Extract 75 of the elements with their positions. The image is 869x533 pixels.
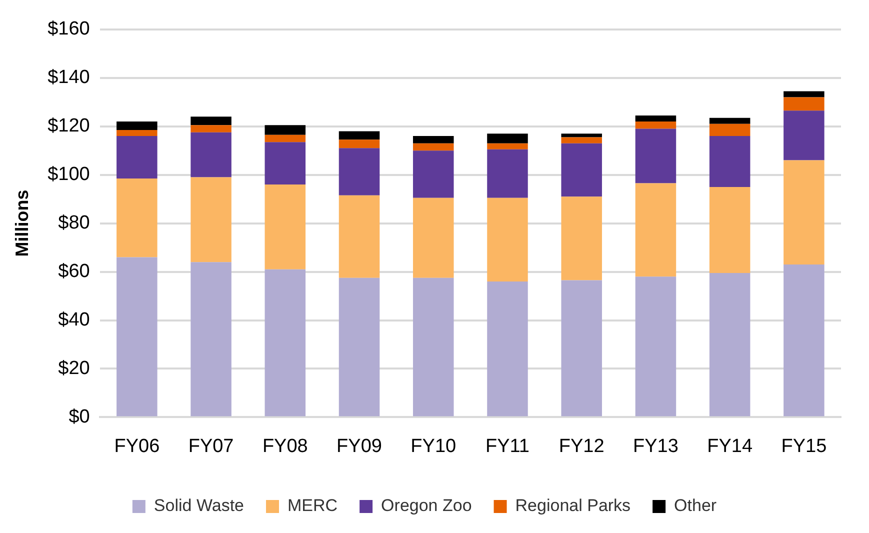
- y-tick-label: $100: [48, 164, 90, 186]
- bar: [338, 195, 380, 278]
- bar: [784, 110, 824, 160]
- bar: [190, 116, 232, 126]
- y-tick-label: $80: [58, 212, 90, 234]
- bar: [264, 269, 306, 416]
- bar: [264, 142, 306, 185]
- legend-label: MERC: [288, 496, 338, 516]
- x-tick-label: FY12: [558, 436, 604, 457]
- x-tick-label: FY15: [781, 436, 827, 457]
- bar: [635, 128, 676, 184]
- y-tick-label: $20: [58, 358, 90, 379]
- bar: [412, 150, 454, 198]
- bar: [709, 118, 750, 124]
- x-tick-label: FY13: [633, 436, 678, 457]
- y-tick-label: $160: [48, 18, 90, 40]
- bar: [338, 140, 380, 148]
- bar: [635, 122, 676, 129]
- bar: [412, 278, 454, 416]
- bar: [338, 131, 380, 140]
- bar: [784, 97, 824, 111]
- bar: [264, 134, 306, 142]
- bar: [487, 143, 528, 150]
- bar: [116, 178, 158, 258]
- bar: [709, 136, 750, 187]
- bar: [635, 115, 676, 122]
- y-tick-label: $40: [58, 309, 90, 330]
- y-tick-label: $60: [58, 261, 90, 282]
- bar: [116, 136, 158, 178]
- bar: [784, 91, 824, 98]
- x-tick-label: FY07: [188, 436, 234, 457]
- y-tick-label: $0: [68, 406, 90, 428]
- bar: [264, 125, 306, 135]
- x-tick-label: FY10: [410, 436, 456, 457]
- bar: [635, 276, 676, 416]
- bar: [190, 132, 232, 178]
- bar: [784, 160, 824, 265]
- y-tick-label: $140: [48, 67, 90, 88]
- bar: [116, 122, 158, 130]
- bar: [264, 184, 306, 270]
- x-tick-label: FY14: [707, 436, 753, 457]
- bar: [412, 136, 454, 144]
- y-axis-title: Millions: [12, 190, 32, 257]
- legend-label: Other: [674, 496, 717, 516]
- bar: [190, 125, 232, 132]
- legend-label: Regional Parks: [515, 496, 631, 516]
- bar: [190, 262, 232, 416]
- bar: [487, 198, 528, 282]
- x-tick-label: FY08: [262, 436, 308, 457]
- bar: [561, 134, 602, 138]
- bar: [116, 257, 158, 416]
- legend-label: Solid Waste: [154, 496, 244, 516]
- bar: [709, 124, 750, 136]
- bar: [412, 143, 454, 151]
- bar: [338, 278, 380, 416]
- x-tick-label: FY09: [336, 436, 382, 457]
- bar: [190, 177, 232, 262]
- legend-label: Oregon Zoo: [381, 496, 472, 516]
- bar: [338, 148, 380, 196]
- x-tick-label: FY11: [485, 436, 530, 457]
- x-tick-label: FY06: [114, 436, 160, 457]
- bar: [561, 280, 602, 416]
- bar: [561, 196, 602, 280]
- bar: [487, 134, 528, 144]
- bar: [561, 137, 602, 144]
- bar: [709, 186, 750, 273]
- bar: [412, 198, 454, 278]
- bar: [487, 281, 528, 416]
- bar: [784, 264, 824, 416]
- bar: [487, 149, 528, 198]
- bar: [116, 130, 158, 136]
- bar: [561, 143, 602, 197]
- y-tick-label: $120: [48, 116, 90, 137]
- bar: [635, 183, 676, 277]
- bar: [709, 272, 750, 416]
